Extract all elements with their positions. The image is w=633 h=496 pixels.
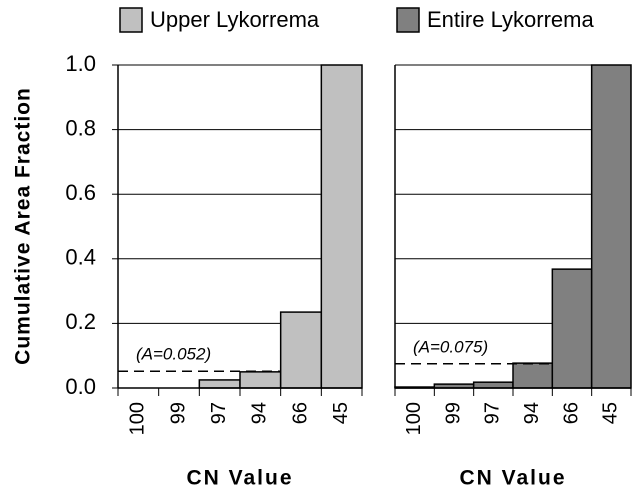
legend-label: Upper Lykorrema	[150, 7, 320, 32]
bar	[472, 381, 514, 389]
x-tick-label: 66	[289, 402, 311, 424]
x-tick-label: 94	[521, 402, 543, 424]
x-tick-label: 99	[167, 402, 189, 424]
y-axis-label: Cumulative Area Fraction	[12, 87, 35, 365]
bar	[279, 311, 323, 389]
y-tick-label: 1.0	[65, 51, 96, 76]
bar	[512, 362, 554, 389]
x-tick-label: 100	[403, 402, 425, 435]
y-tick-label: 0.2	[65, 309, 96, 334]
bar	[320, 64, 363, 389]
x-tick-label: 66	[560, 402, 582, 424]
legend-label: Entire Lykorrema	[427, 7, 594, 32]
annotation-label: (A=0.075)	[413, 337, 488, 356]
x-tick-label: 45	[330, 402, 352, 424]
bar	[239, 371, 282, 389]
x-axis-label: CN Value	[459, 467, 566, 490]
y-tick-label: 0.0	[65, 374, 96, 399]
x-tick-label: 97	[482, 402, 504, 424]
y-tick-label: 0.6	[65, 180, 96, 205]
legend-swatch	[396, 7, 420, 33]
y-tick-label: 0.8	[65, 115, 96, 140]
x-tick-label: 99	[442, 402, 464, 424]
x-tick-label: 100	[127, 402, 149, 435]
bar	[590, 64, 632, 389]
bar	[198, 379, 241, 389]
bar	[551, 268, 593, 389]
x-axis-label: CN Value	[186, 467, 293, 490]
x-tick-label: 94	[249, 402, 271, 424]
y-tick-label: 0.4	[65, 245, 96, 270]
x-tick-label: 45	[600, 402, 622, 424]
x-tick-label: 97	[208, 402, 230, 424]
annotation-label: (A=0.052)	[136, 345, 211, 364]
legend-swatch	[119, 7, 143, 33]
